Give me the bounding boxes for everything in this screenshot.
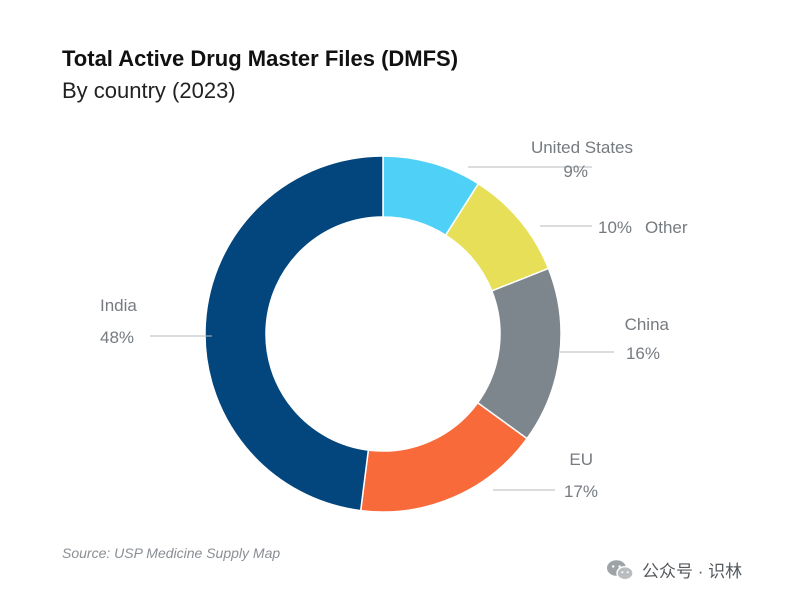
label-other-value: 10%: [598, 218, 632, 237]
leader-lines: [150, 166, 614, 491]
label-eu-name: EU: [569, 450, 593, 469]
slice-labels: United States 9% 10% Other China 16% EU …: [100, 138, 688, 501]
label-china-value: 16%: [626, 344, 660, 363]
watermark: 公众号 · 识林: [606, 557, 742, 582]
wechat-icon: [607, 559, 634, 580]
watermark-text: 公众号 · 识林: [642, 562, 743, 581]
label-united-states-value: 9%: [563, 162, 588, 181]
label-other-name: Other: [645, 218, 688, 237]
chart-title: Total Active Drug Master Files (DMFS): [62, 46, 459, 71]
chart-subtitle: By country (2023): [62, 78, 236, 103]
slice-india: [204, 155, 384, 512]
label-india-value: 48%: [100, 328, 134, 347]
label-united-states-name: United States: [531, 138, 633, 157]
label-india-name: India: [100, 296, 137, 315]
label-eu-value: 17%: [564, 482, 598, 501]
source-note: Source: USP Medicine Supply Map: [62, 545, 281, 561]
donut-slices: [204, 155, 562, 513]
label-china-name: China: [625, 315, 670, 334]
